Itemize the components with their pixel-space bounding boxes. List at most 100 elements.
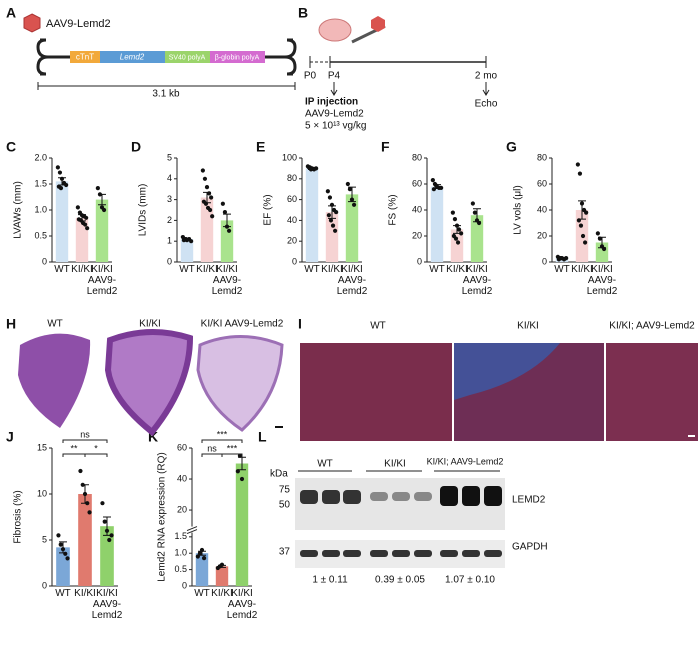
data-point: [57, 170, 63, 175]
y-tick-label: 80: [537, 152, 547, 162]
segment: [70, 51, 100, 63]
x-tick-label: KI/KI: [211, 588, 233, 599]
x-tick-label: KI/KI AAV9-Lemd2: [586, 264, 618, 297]
significance-label: ns: [207, 443, 217, 453]
error-bar: [81, 484, 89, 504]
bar: [470, 215, 484, 262]
y-tick-label: 40: [177, 473, 187, 483]
bar: [78, 494, 92, 586]
x-tick-label-box: WT: [429, 264, 445, 275]
error-bar: [433, 184, 441, 190]
x-tick-label-box: KI/KI AAV9-Lemd2: [586, 264, 618, 297]
error-bar: [308, 166, 316, 170]
y-axis-label: LVIDs (mm): [138, 184, 149, 237]
data-point: [439, 185, 444, 190]
heart-section: [104, 329, 194, 437]
segment-label: cTnT: [76, 53, 94, 62]
data-point: [583, 240, 588, 245]
x-tick-label-box: WT: [194, 588, 210, 599]
y-tick-label: 4: [167, 173, 172, 183]
data-point: [55, 165, 60, 170]
y-tick-label: 1.0: [34, 204, 47, 214]
x-tick-label: WT: [54, 264, 70, 275]
fibrosis-area: [454, 343, 560, 400]
y-tick-label: 0: [417, 256, 422, 266]
error-bar: [218, 564, 226, 568]
x-tick-label: KI/KI AAV9-Lemd2: [211, 264, 243, 297]
data-point: [327, 195, 333, 200]
data-point: [64, 182, 69, 188]
data-point: [56, 533, 61, 538]
bands: [300, 486, 502, 557]
marker-label: 75: [279, 485, 291, 496]
x-tick-label-box: KI/KI: [321, 264, 343, 275]
x-tick-label: KI/KI AAV9-Lemd2: [461, 264, 493, 297]
x-tick-label-box: KI/KI AAV9-Lemd2: [461, 264, 493, 297]
bar: [235, 463, 249, 586]
significance-label: ns: [80, 429, 90, 439]
axis-break: [186, 526, 198, 535]
bar: [305, 168, 319, 262]
x-tick-label: KI/KI AAV9-Lemd2: [91, 588, 123, 621]
significance-label: **: [70, 443, 78, 453]
x-tick-label: WT: [179, 264, 195, 275]
quantification: 1 ± 0.11: [312, 575, 348, 586]
x-tick-label-box: KI/KI AAV9-Lemd2: [91, 588, 123, 621]
data-point: [345, 181, 350, 187]
x-tick-label: WT: [429, 264, 445, 275]
panel-label: I: [298, 316, 302, 332]
data-point: [580, 233, 586, 239]
itr: [265, 38, 297, 76]
y-tick-label: 0: [182, 580, 187, 590]
data-point: [78, 468, 83, 474]
size-bracket: [37, 82, 296, 90]
y-tick-label: 80: [287, 173, 297, 183]
error-bar: [453, 225, 461, 234]
y-axis-label: LVAWs (mm): [13, 181, 24, 239]
error-bar: [348, 186, 356, 203]
panel-label: J: [6, 429, 14, 445]
y-tick-label: 60: [177, 442, 187, 452]
y-tick-label: 0.5: [174, 564, 187, 574]
y-tick-label: 0: [42, 256, 47, 266]
data-point: [109, 533, 114, 538]
y-tick-label: 40: [537, 204, 547, 214]
y-tick-label: 2: [167, 215, 172, 225]
arrow: [330, 82, 338, 96]
significance-bracket: [221, 453, 243, 457]
data-point: [65, 556, 70, 561]
y-tick-label: 1.5: [174, 531, 187, 541]
y-tick-label: 5: [167, 152, 172, 162]
image-label: KI/KI: [139, 319, 161, 330]
timepoint: P4: [328, 71, 341, 82]
data-point: [101, 207, 107, 213]
y-tick-label: 1.5: [34, 178, 47, 188]
x-tick-label-box: KI/KI AAV9-Lemd2: [87, 264, 118, 297]
dose-label: 5 × 10¹³ vg/kg: [305, 121, 366, 132]
y-tick-label: 0: [42, 580, 47, 590]
error-bar: [59, 541, 67, 554]
x-tick-label-box: KI/KI: [196, 264, 218, 275]
bar: [180, 239, 194, 262]
y-tick-label: 0: [542, 256, 547, 266]
vector-label: AAV9-Lemd2: [46, 18, 111, 30]
x-tick-label: WT: [304, 264, 320, 275]
data-point: [564, 256, 569, 261]
group-label: WT: [317, 459, 333, 470]
marker-label: 37: [279, 547, 291, 558]
x-tick-label: KI/KI AAV9-Lemd2: [226, 588, 258, 621]
y-tick-label: 0: [292, 256, 297, 266]
error-bar: [78, 214, 86, 222]
data-point: [328, 218, 334, 223]
x-tick-label: KI/KI: [71, 264, 93, 275]
aav-icon: [371, 16, 385, 32]
image-label: WT: [47, 319, 63, 330]
image-label: KI/KI AAV9-Lemd2: [201, 319, 284, 330]
panel-label: C: [6, 139, 16, 155]
significance-label: ***: [227, 443, 238, 453]
data-point: [200, 168, 205, 173]
y-axis-label: Fibrosis (%): [13, 490, 24, 543]
protein-label: GAPDH: [512, 542, 548, 553]
panel-label: D: [131, 139, 141, 155]
data-point: [85, 226, 90, 231]
